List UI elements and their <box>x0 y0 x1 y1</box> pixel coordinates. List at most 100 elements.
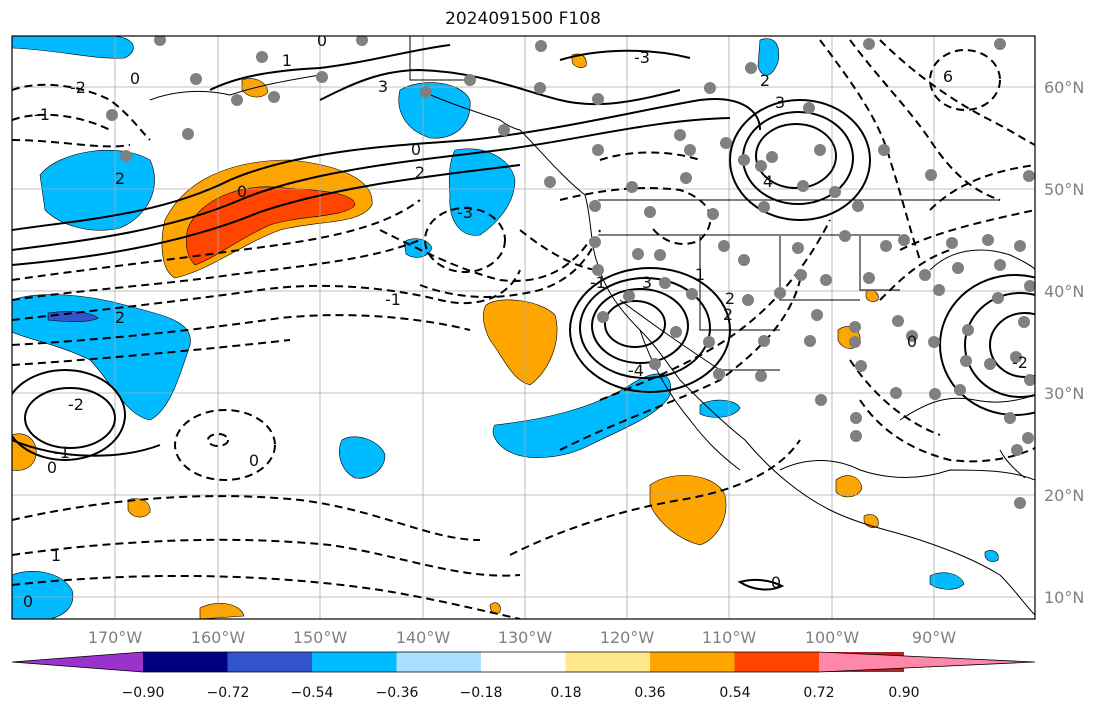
svg-text:3: 3 <box>642 273 652 292</box>
svg-text:1: 1 <box>282 51 292 70</box>
svg-text:0: 0 <box>907 332 917 351</box>
colorbar-tick: 0.72 <box>803 685 834 701</box>
lon-label: 130°W <box>498 628 553 647</box>
svg-text:-1: -1 <box>590 273 606 292</box>
negative-anomaly-core <box>47 311 99 322</box>
svg-text:2: 2 <box>115 308 125 327</box>
colorbar-tick: −0.54 <box>291 685 334 701</box>
svg-text:1: 1 <box>51 546 61 565</box>
lon-label: 110°W <box>702 628 757 647</box>
longitude-labels: 170°W 160°W 150°W 140°W 130°W 120°W 110°… <box>88 628 956 647</box>
svg-text:0: 0 <box>249 451 259 470</box>
lon-label: 140°W <box>396 628 451 647</box>
negative-anomaly-region <box>492 373 672 458</box>
lat-label: 30°N <box>1044 384 1084 403</box>
map-frame <box>11 35 1036 620</box>
colorbar-extend-max <box>819 652 1035 672</box>
positive-anomaly-region <box>489 602 501 614</box>
svg-text:-1: -1 <box>385 290 401 309</box>
svg-text:-1: -1 <box>34 105 50 124</box>
svg-text:-2: -2 <box>68 395 84 414</box>
colorbar-segment <box>481 652 566 672</box>
svg-text:-3: -3 <box>634 48 650 67</box>
lat-label: 50°N <box>1044 180 1084 199</box>
lon-label: 120°W <box>600 628 655 647</box>
colorbar-segment <box>396 652 482 672</box>
colorbar-extend-min <box>12 652 143 672</box>
negative-anomaly-region <box>448 148 516 236</box>
lat-label: 60°N <box>1044 78 1084 97</box>
colorbar-segment <box>734 652 820 672</box>
positive-anomaly-region <box>483 299 558 386</box>
lat-label: 20°N <box>1044 486 1084 505</box>
colorbar-outline <box>11 651 1036 673</box>
svg-text:-2: -2 <box>70 78 86 97</box>
colorbar-segment <box>565 652 651 672</box>
svg-text:0: 0 <box>130 69 140 88</box>
svg-text:3: 3 <box>378 77 388 96</box>
lon-label: 170°W <box>88 628 143 647</box>
negative-anomaly-region <box>984 550 999 562</box>
colorbar-tick: −0.72 <box>207 685 250 701</box>
map-gridlines <box>12 36 1035 619</box>
colorbar-segment <box>227 652 313 672</box>
svg-text:2: 2 <box>725 289 735 308</box>
svg-text:0: 0 <box>317 31 327 50</box>
svg-text:2: 2 <box>415 163 425 182</box>
svg-text:-1: -1 <box>54 443 70 462</box>
svg-text:0: 0 <box>771 573 781 592</box>
colorbar-segment <box>650 652 735 672</box>
colorbar-tick: 0.18 <box>550 685 581 701</box>
positive-anomaly-region <box>127 498 151 518</box>
positive-anomaly-region <box>865 290 879 302</box>
svg-text:1: 1 <box>695 265 705 284</box>
colorbar-tick: −0.90 <box>122 685 165 701</box>
colorbar <box>11 651 1036 673</box>
svg-text:-3: -3 <box>457 203 473 222</box>
positive-anomaly-core <box>185 186 356 266</box>
positive-contours <box>12 44 1035 591</box>
svg-text:0: 0 <box>23 592 33 611</box>
svg-text:2: 2 <box>115 169 125 188</box>
colorbar-segment <box>143 652 228 672</box>
colorbar-tick: 0.36 <box>634 685 665 701</box>
negative-anomaly-region <box>12 36 134 59</box>
colorbar-segment <box>312 652 397 672</box>
lon-label: 90°W <box>912 628 956 647</box>
svg-text:6: 6 <box>943 67 953 86</box>
svg-text:3: 3 <box>775 93 785 112</box>
negative-anomaly-region <box>398 82 471 139</box>
svg-text:0: 0 <box>47 458 57 477</box>
map-title: 2024091500 F108 <box>445 9 601 29</box>
positive-anomaly-region <box>199 603 245 619</box>
svg-text:0: 0 <box>237 182 247 201</box>
contour-labels: 0 1 0 -1 2 -2 0 2 0 3 2 -3 -1 -1 3 2 3 -… <box>23 31 1028 611</box>
lon-label: 100°W <box>805 628 860 647</box>
negative-anomaly-region <box>757 38 780 76</box>
negative-anomaly-region <box>929 572 965 590</box>
negative-anomaly-region <box>699 399 741 418</box>
latitude-labels: 60°N 50°N 40°N 30°N 20°N 10°N <box>1044 78 1084 607</box>
svg-text:-2: -2 <box>1012 353 1028 372</box>
svg-text:2: 2 <box>760 71 770 90</box>
coastlines <box>149 36 1035 616</box>
svg-text:0: 0 <box>411 140 421 159</box>
shaded-anomaly-fields <box>12 36 999 619</box>
lon-label: 160°W <box>191 628 246 647</box>
lon-label: 150°W <box>293 628 348 647</box>
svg-text:2: 2 <box>723 305 733 324</box>
negative-contours <box>12 39 1035 619</box>
colorbar-tick: 0.90 <box>888 685 919 701</box>
svg-text:4: 4 <box>763 172 773 191</box>
colorbar-tick: 0.54 <box>719 685 750 701</box>
positive-anomaly-region <box>649 475 727 546</box>
negative-anomaly-region <box>339 436 386 479</box>
lat-label: 40°N <box>1044 282 1084 301</box>
station-markers <box>106 36 1035 509</box>
lat-label: 10°N <box>1044 588 1084 607</box>
svg-text:-4: -4 <box>628 361 644 380</box>
colorbar-tick: −0.18 <box>460 685 503 701</box>
negative-anomaly-region <box>12 294 191 421</box>
negative-anomaly-region <box>39 150 155 231</box>
